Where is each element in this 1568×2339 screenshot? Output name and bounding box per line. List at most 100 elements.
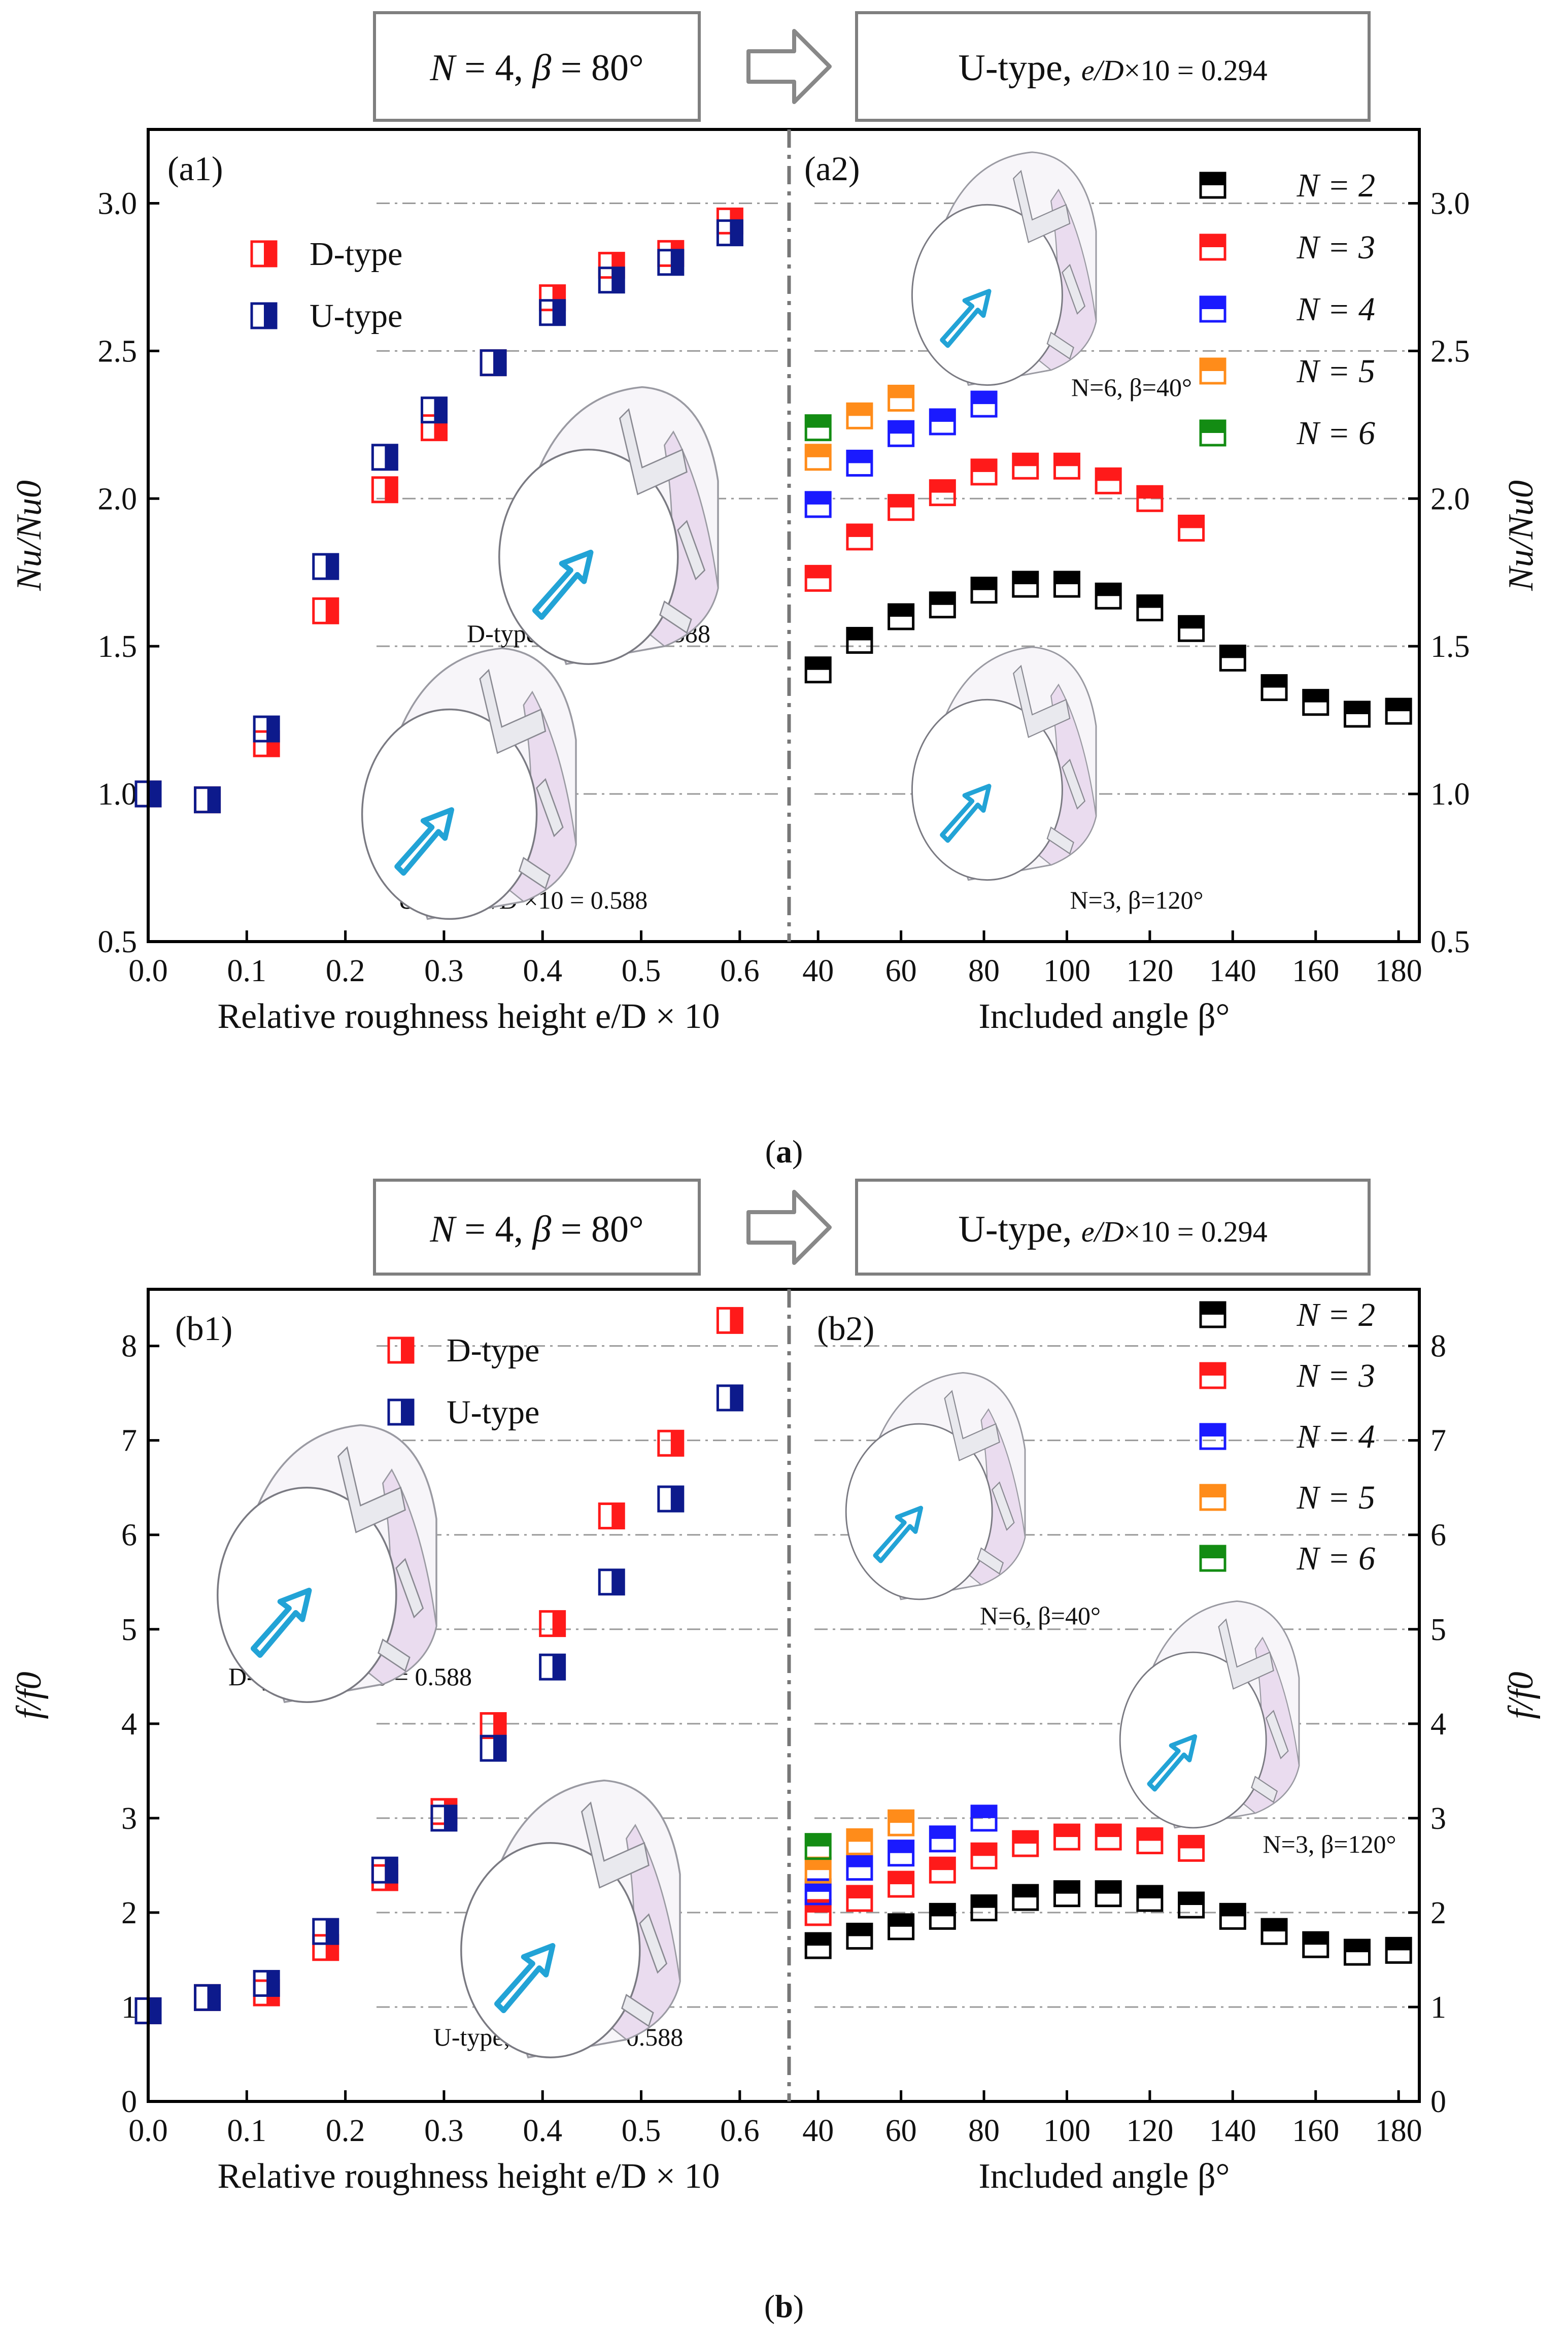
data-point (804, 656, 832, 684)
marker-border (253, 730, 280, 757)
legend-marker (1199, 1545, 1226, 1572)
marker-fill (930, 1904, 955, 1917)
marker-border (804, 656, 832, 684)
data-point (846, 523, 873, 551)
x-tick-label: 0.4 (523, 2114, 562, 2148)
marker-fill (1220, 646, 1245, 658)
marker-fill (806, 1834, 831, 1847)
y-tick-label: 3 (121, 1801, 137, 1836)
x-tick-label: 100 (1043, 2114, 1090, 2148)
y-tick-label: 2.5 (98, 334, 138, 369)
marker-border (1260, 1918, 1288, 1945)
y-tick-label: 1 (1430, 1990, 1446, 2025)
data-point (1219, 1902, 1246, 1930)
marker-fill (1179, 516, 1204, 528)
marker-border (1053, 452, 1080, 480)
x-tick-label: 0.0 (128, 2114, 168, 2148)
marker-border (1199, 233, 1226, 261)
marker-border (312, 597, 339, 624)
y-tick-label: 1.0 (98, 777, 138, 812)
marker-fill (1201, 1302, 1225, 1315)
marker-border (598, 1568, 625, 1596)
frame-b (147, 1288, 1421, 2103)
marker-fill (889, 421, 913, 434)
marker-fill (1201, 1424, 1225, 1436)
legend-label: N = 4 (1296, 1418, 1375, 1455)
data-point (846, 449, 873, 477)
marker-border (1178, 615, 1205, 642)
marker-border (312, 1918, 339, 1945)
y-axis-label: f/f0 (1502, 1672, 1541, 1719)
marker-fill (1201, 235, 1225, 247)
marker-border (1199, 357, 1226, 385)
marker-fill (1386, 1938, 1411, 1951)
data-point (598, 1502, 625, 1530)
marker-border (1053, 571, 1080, 598)
marker-border (804, 444, 832, 471)
x-tick-label: 60 (885, 954, 917, 988)
legend-label: N = 6 (1296, 415, 1375, 452)
y-tick-label: 3 (1430, 1801, 1446, 1836)
marker-fill (493, 350, 506, 375)
chart-panel-a1: 0.5 1.0 1.5 2.0 2.5 3.0 0.0 0.1 0.2 0.3 0.4 0.5 0.6R… (10, 149, 779, 1036)
annotation: N=3, β=120° (1263, 1830, 1396, 1858)
marker-fill (264, 304, 276, 328)
x-tick-label: 100 (1043, 954, 1090, 988)
marker-fill (1096, 1825, 1121, 1837)
data-point (657, 1429, 685, 1457)
caption-a: (a) (765, 1133, 803, 1170)
data-point (888, 384, 915, 412)
x-tick-label: 0.2 (326, 2114, 365, 2148)
panel-label: (b1) (175, 1309, 232, 1348)
y-tick-label: 8 (1430, 1329, 1446, 1364)
marker-border (1178, 514, 1205, 542)
marker-fill (1013, 572, 1038, 584)
marker-fill (1201, 297, 1225, 309)
marker-fill (611, 268, 624, 292)
header-b: N = 4, β = 80° U-type, e/D×10 = 0.294 (373, 1179, 1371, 1276)
legend-marker (1199, 233, 1226, 261)
tube-sketch-icon (912, 152, 1096, 385)
marker-fill (444, 1806, 456, 1830)
marker-fill (972, 392, 997, 405)
x-tick-label: 0.3 (424, 2114, 464, 2148)
data-point (1053, 571, 1080, 598)
marker-fill (1137, 595, 1162, 608)
marker-border (888, 1870, 915, 1898)
data-point (804, 1932, 832, 1959)
marker-fill (1013, 454, 1038, 466)
y-tick-label: 2.0 (98, 482, 138, 516)
legend-marker (1199, 357, 1226, 385)
marker-fill (1054, 1825, 1079, 1837)
data-point (716, 1307, 743, 1334)
marker-border (480, 349, 507, 377)
marker-border (970, 1842, 998, 1869)
data-point (657, 249, 685, 276)
marker-border (970, 458, 998, 486)
marker-border (804, 1878, 832, 1906)
y-axis-label: Nu/Nu0 (10, 480, 49, 591)
data-point (253, 1969, 280, 1997)
marker-fill (552, 300, 565, 325)
x-tick-label: 0.5 (622, 954, 661, 988)
marker-fill (806, 1900, 831, 1913)
data-point (804, 444, 832, 471)
data-point (1178, 514, 1205, 542)
marker-fill (1262, 1919, 1287, 1932)
marker-fill (889, 1872, 913, 1885)
header-box-right-text: U-type, e/D×10 = 0.294 (958, 47, 1267, 89)
annotation: N=3, β=120° (1070, 886, 1204, 914)
marker-border (1012, 571, 1039, 598)
data-point (1385, 697, 1412, 725)
y-axis-label: Nu/Nu0 (1502, 480, 1541, 591)
marker-border (716, 219, 743, 247)
data-point (480, 1734, 507, 1762)
marker-border (846, 1828, 873, 1855)
data-point (888, 603, 915, 630)
marker-border (480, 1734, 507, 1762)
data-point (970, 390, 998, 418)
marker-fill (434, 397, 447, 422)
data-point (194, 1984, 221, 2011)
y-tick-label: 2 (121, 1896, 137, 1930)
marker-fill (972, 1806, 997, 1818)
